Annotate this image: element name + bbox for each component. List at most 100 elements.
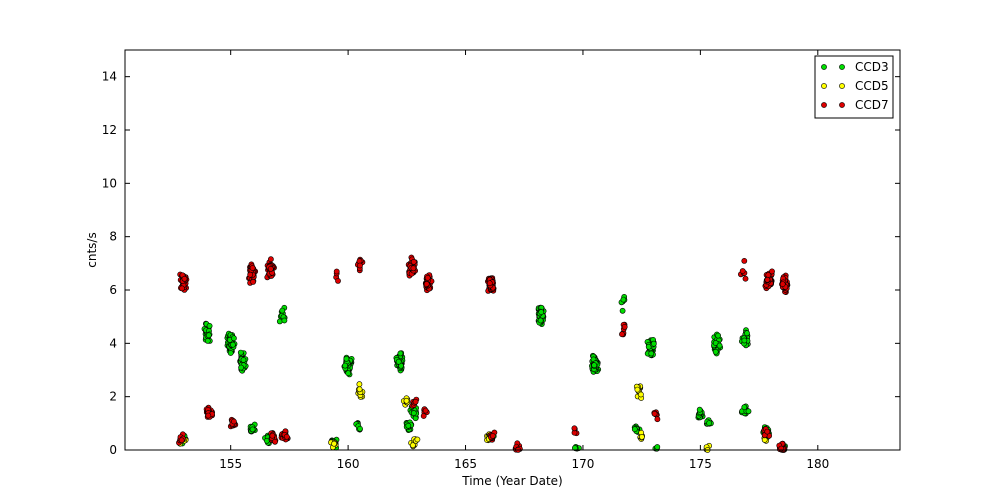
data-point-ccd3	[206, 322, 213, 329]
data-point-ccd7	[272, 438, 278, 445]
data-point-ccd3	[741, 404, 748, 411]
data-point-ccd3	[395, 358, 402, 365]
data-point-ccd3	[744, 330, 750, 337]
data-points	[176, 254, 791, 453]
data-point-ccd5	[331, 440, 337, 447]
data-point-ccd7	[619, 331, 625, 338]
y-tick-label: 10	[102, 176, 117, 190]
y-axis: 0 2 4 6 8 10 12 14	[102, 70, 900, 457]
legend-label-ccd7: CCD7	[855, 98, 889, 112]
legend: CCD3 CCD5 CCD7	[814, 55, 894, 119]
x-tick-label: 165	[454, 457, 477, 471]
y-axis-title: cnts/s	[85, 232, 99, 267]
legend-box	[814, 55, 894, 119]
data-point-ccd3	[745, 408, 752, 415]
x-axis: 155 160 165 170 175 180	[219, 50, 829, 471]
data-point-ccd5	[634, 386, 641, 393]
data-point-ccd3	[263, 437, 270, 444]
data-point-ccd3	[650, 340, 657, 347]
legend-marker-ccd7-a	[821, 102, 827, 108]
data-point-ccd7	[621, 323, 628, 330]
y-tick-label: 6	[109, 283, 117, 297]
y-tick-label: 0	[109, 443, 117, 457]
data-point-ccd3	[620, 296, 627, 303]
data-point-ccd5	[414, 436, 421, 443]
data-point-ccd7	[651, 410, 658, 417]
data-point-ccd3	[238, 364, 244, 371]
data-point-ccd5	[403, 397, 410, 404]
data-point-ccd7	[412, 398, 419, 405]
x-tick-label: 155	[219, 457, 242, 471]
x-tick-label: 175	[689, 457, 712, 471]
data-point-ccd7	[486, 280, 493, 287]
data-point-ccd7	[571, 425, 578, 432]
data-point-ccd7	[247, 271, 254, 278]
data-point-ccd3	[591, 362, 598, 369]
data-point-ccd7	[335, 277, 341, 284]
data-point-ccd7	[410, 265, 417, 272]
data-point-ccd3	[205, 332, 212, 339]
data-point-ccd3	[537, 317, 544, 324]
data-point-ccd3	[631, 426, 638, 433]
data-point-ccd7	[489, 432, 496, 439]
data-point-ccd7	[422, 407, 429, 414]
data-point-ccd7	[420, 413, 427, 419]
y-tick-label: 8	[109, 230, 117, 244]
data-point-ccd7	[424, 274, 431, 281]
legend-marker-ccd3-a	[821, 64, 827, 70]
data-point-ccd7	[742, 275, 749, 282]
data-point-ccd7	[267, 256, 274, 263]
y-tick-label: 12	[102, 123, 117, 137]
y-tick-label: 14	[102, 70, 117, 84]
data-point-ccd7	[410, 258, 417, 265]
data-point-ccd3	[279, 307, 286, 314]
data-point-ccd7	[179, 285, 185, 292]
legend-marker-ccd3-b	[839, 64, 845, 70]
data-point-ccd7	[283, 433, 290, 440]
x-axis-title: Time (Year Date)	[461, 474, 562, 488]
legend-label-ccd5: CCD5	[855, 79, 889, 93]
data-point-ccd7	[250, 278, 256, 285]
x-tick-label: 170	[572, 457, 595, 471]
data-point-ccd3	[648, 350, 655, 357]
data-point-ccd3	[706, 420, 712, 426]
data-point-ccd7	[741, 257, 748, 264]
plot-frame	[124, 49, 901, 451]
legend-marker-ccd7-b	[839, 102, 845, 108]
data-point-ccd7	[269, 432, 276, 439]
data-point-ccd7	[779, 281, 786, 287]
data-point-ccd5	[638, 391, 644, 398]
data-point-ccd7	[764, 428, 771, 435]
data-point-ccd3	[204, 337, 211, 344]
data-point-ccd5	[356, 386, 363, 393]
data-point-ccd5	[356, 381, 363, 388]
data-point-ccd7	[267, 265, 274, 272]
data-point-ccd3	[237, 349, 244, 356]
data-point-ccd3	[712, 340, 719, 346]
data-point-ccd3	[397, 350, 404, 357]
data-point-ccd7	[230, 418, 237, 425]
data-point-ccd3	[230, 335, 237, 342]
data-point-ccd3	[654, 444, 661, 450]
data-point-ccd3	[227, 350, 234, 356]
data-point-ccd3	[357, 425, 363, 432]
data-point-ccd3	[276, 318, 283, 325]
data-point-ccd3	[345, 370, 352, 377]
data-point-ccd7	[764, 276, 771, 283]
data-point-ccd7	[739, 268, 746, 274]
data-point-ccd3	[229, 341, 236, 348]
data-point-ccd3	[281, 317, 288, 324]
plot-area	[125, 50, 900, 450]
data-point-ccd7	[249, 265, 256, 271]
data-point-ccd3	[343, 355, 350, 362]
data-point-ccd7	[423, 281, 430, 287]
legend-marker-ccd5-a	[821, 83, 827, 89]
data-point-ccd3	[538, 309, 545, 315]
data-point-ccd3	[572, 445, 578, 451]
data-point-ccd7	[333, 268, 340, 275]
data-point-ccd3	[712, 348, 719, 355]
data-point-ccd5	[409, 442, 416, 449]
data-point-ccd3	[696, 406, 703, 413]
x-tick-label: 180	[806, 457, 829, 471]
